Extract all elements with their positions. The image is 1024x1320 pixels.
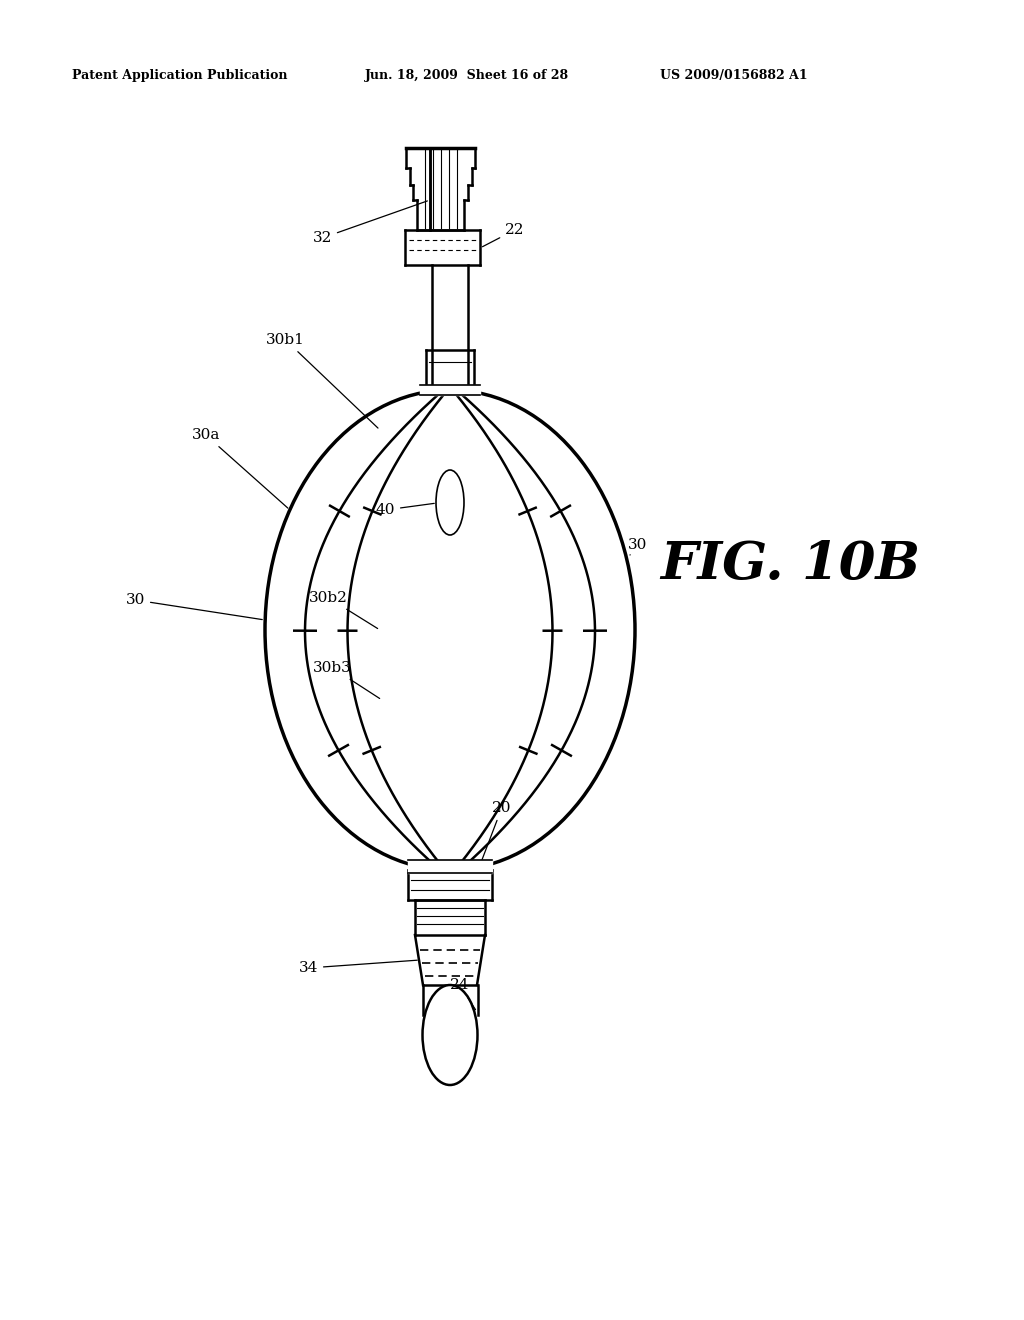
Text: Jun. 18, 2009  Sheet 16 of 28: Jun. 18, 2009 Sheet 16 of 28 (365, 69, 569, 82)
Text: 22: 22 (482, 223, 524, 247)
Text: 34: 34 (299, 960, 417, 975)
Text: 30: 30 (126, 593, 262, 619)
Text: Patent Application Publication: Patent Application Publication (72, 69, 288, 82)
Text: US 2009/0156882 A1: US 2009/0156882 A1 (660, 69, 808, 82)
Text: 30: 30 (628, 539, 647, 554)
Ellipse shape (423, 985, 477, 1085)
Text: 30b1: 30b1 (266, 333, 378, 428)
Text: 30b2: 30b2 (309, 591, 378, 628)
Text: FIG. 10B: FIG. 10B (660, 540, 921, 590)
Text: 32: 32 (312, 201, 427, 246)
Text: 30b3: 30b3 (313, 661, 380, 698)
Text: 24: 24 (450, 978, 475, 1010)
Text: 40: 40 (376, 503, 434, 517)
Text: 20: 20 (481, 801, 512, 862)
Text: 30a: 30a (191, 428, 288, 508)
Ellipse shape (265, 389, 635, 870)
Ellipse shape (436, 470, 464, 535)
